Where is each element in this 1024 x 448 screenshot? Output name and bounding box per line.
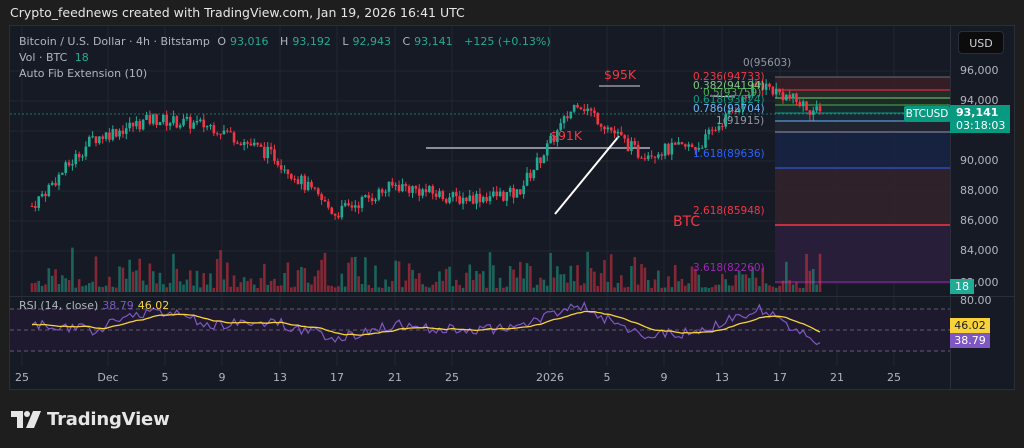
price-axis[interactable] (950, 26, 1014, 389)
annotation-91k[interactable]: $91K (550, 128, 583, 143)
fib-label-2618: 2.618(85948) (693, 205, 765, 217)
fib-label-1618: 1.618(89636) (693, 148, 765, 160)
symbol-name[interactable]: Bitcoin / U.S. Dollar · 4h · Bitstamp (19, 35, 210, 48)
price-tick: 90,000 (960, 154, 999, 167)
brand-name: TradingView (47, 409, 170, 430)
rsi-value-tag: 38.79 (950, 333, 990, 348)
symbol-price-label: BTCUSD (904, 106, 950, 122)
volume-legend[interactable]: Vol · BTC 18 (19, 51, 89, 64)
price-chart[interactable] (10, 26, 950, 390)
price-change: +125 (+0.13%) (464, 35, 551, 48)
fib-label-0236: 0.236(94733) (693, 71, 765, 83)
price-tick: 86,000 (960, 214, 999, 227)
price-tick: 84,000 (960, 244, 999, 257)
chart-caption: Crypto_feednews created with TradingView… (10, 5, 465, 20)
indicator-legend[interactable]: Auto Fib Extension (10) (19, 67, 148, 80)
rsi-axis-top: 80.00 (960, 294, 992, 307)
volume-tag: 18 (950, 279, 974, 294)
pane-separator[interactable] (10, 296, 1014, 297)
ohlc-high: H 93,192 (280, 35, 331, 48)
annotation-btc[interactable]: BTC (673, 214, 701, 230)
ohlc-low: L 92,943 (342, 35, 391, 48)
ohlc-close: C 93,141 (402, 35, 453, 48)
price-tick: 96,000 (960, 64, 999, 77)
fib-label-1: 1(91915) (716, 115, 765, 127)
fib-label-0618: 0.618(93324) (693, 94, 765, 106)
bar-countdown: 03:18:03 (956, 119, 1006, 132)
annotation-95k[interactable]: $95K (604, 67, 637, 82)
fib-label-3618: 3.618(82260) (693, 262, 765, 274)
currency-button[interactable]: USD (958, 31, 1004, 54)
tradingview-logo[interactable]: TradingView (11, 409, 170, 430)
price-tick: 94,000 (960, 94, 999, 107)
fib-label-05: 0.5(93759) (703, 87, 762, 99)
tradingview-logo-icon (11, 411, 41, 428)
fib-label-0: 0(95603) (743, 57, 792, 69)
ohlc-open: O 93,016 (217, 35, 269, 48)
fib-label-0786: 0.786(92704) (693, 103, 765, 115)
rsi-legend[interactable]: RSI (14, close) 38.79 46.02 (19, 299, 170, 312)
rsi-ma-tag: 46.02 (950, 318, 990, 333)
fib-label-0382: 0.382(94194) (693, 80, 765, 92)
price-tick: 88,000 (960, 184, 999, 197)
last-price-tag: 93,141 03:18:03 (950, 105, 1010, 133)
